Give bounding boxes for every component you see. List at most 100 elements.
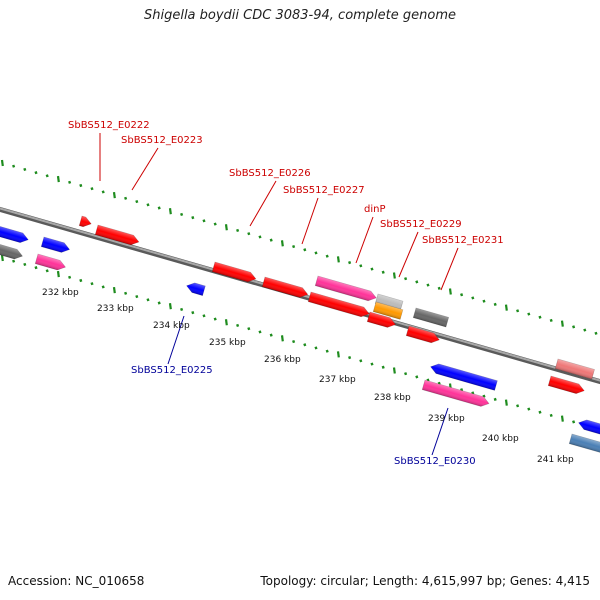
outer-tick-mark	[426, 283, 430, 287]
inner-tick-mark	[236, 323, 240, 328]
outer-tick-mark	[348, 261, 352, 265]
kbp-label: 236 kbp	[264, 355, 301, 365]
gene-label[interactable]: SbBS512_E0226	[229, 168, 311, 179]
outer-tick-track	[0, 159, 598, 335]
gene-arrow[interactable]	[78, 215, 92, 229]
outer-tick-mark	[572, 325, 576, 329]
outer-tick-mark	[45, 174, 49, 178]
label-leader	[398, 231, 419, 278]
gene-arrow[interactable]	[0, 224, 30, 245]
inner-tick-mark	[191, 311, 195, 315]
inner-tick-mark	[560, 415, 564, 422]
kbp-label: 241 kbp	[537, 455, 574, 465]
kbp-label: 233 kbp	[97, 304, 134, 314]
inner-tick-mark	[23, 262, 27, 267]
gene-arrow[interactable]	[554, 358, 595, 380]
inner-tick-mark	[359, 359, 363, 363]
outer-tick-mark	[258, 235, 262, 239]
outer-tick-mark	[314, 251, 318, 255]
inner-tick-mark	[549, 413, 553, 418]
gene-arrow[interactable]	[185, 281, 206, 296]
kbp-label: 237 kbp	[319, 375, 356, 385]
inner-tick-mark	[146, 298, 150, 302]
inner-tick-mark	[460, 388, 464, 392]
inner-tick-mark	[224, 319, 228, 326]
gene-arrow[interactable]	[421, 379, 490, 408]
outer-tick-mark	[168, 208, 172, 215]
inner-tick-mark	[336, 351, 340, 358]
gene-arrow[interactable]	[34, 253, 67, 272]
genome-summary: Topology: circular; Length: 4,615,997 bp…	[260, 574, 590, 588]
gene-arrow[interactable]	[568, 433, 600, 455]
outer-tick-mark	[280, 240, 284, 247]
inner-tick-track	[0, 254, 598, 430]
outer-tick-mark	[112, 191, 116, 199]
gene-arrow[interactable]	[366, 311, 397, 329]
gene-arrow[interactable]	[94, 224, 140, 247]
gene-arrow[interactable]	[547, 375, 585, 396]
outer-tick-mark	[437, 286, 441, 290]
inner-tick-mark	[504, 399, 508, 406]
outer-tick-mark	[180, 212, 184, 216]
gene-label[interactable]: SbBS512_E0222	[68, 120, 150, 131]
outer-tick-mark	[504, 304, 508, 311]
inner-tick-mark	[292, 339, 296, 344]
kbp-label: 234 kbp	[153, 321, 190, 331]
gene-features	[0, 215, 600, 455]
outer-tick-mark	[224, 224, 228, 231]
inner-tick-mark	[34, 266, 38, 270]
outer-tick-mark	[594, 331, 598, 335]
outer-tick-mark	[415, 280, 419, 284]
outer-tick-mark	[34, 171, 38, 175]
inner-tick-mark	[112, 286, 116, 294]
outer-tick-mark	[90, 187, 94, 191]
gene-arrow[interactable]	[429, 362, 498, 391]
inner-tick-mark	[269, 333, 273, 337]
outer-tick-mark	[269, 238, 273, 242]
outer-tick-mark	[482, 299, 486, 303]
inner-tick-mark	[12, 259, 16, 263]
outer-tick-mark	[516, 309, 520, 313]
inner-tick-mark	[381, 365, 385, 369]
gene-arrow[interactable]	[405, 325, 440, 345]
gene-label[interactable]: dinP	[364, 204, 386, 215]
label-leader	[431, 407, 449, 456]
inner-tick-mark	[247, 327, 251, 331]
outer-tick-mark	[370, 267, 374, 271]
gene-arrow[interactable]	[577, 418, 600, 437]
accession-label: Accession: NC_010658	[8, 574, 145, 588]
gene-label[interactable]: SbBS512_E0227	[283, 185, 365, 196]
gene-label[interactable]: SbBS512_E0229	[380, 219, 462, 230]
gene-label[interactable]: SbBS512_E0225	[131, 365, 213, 376]
inner-tick-mark	[527, 407, 531, 411]
outer-tick-mark	[325, 254, 329, 258]
inner-tick-mark	[157, 301, 161, 305]
inner-tick-mark	[314, 346, 318, 350]
inner-tick-mark	[516, 404, 520, 408]
gene-label[interactable]: SbBS512_E0223	[121, 135, 203, 146]
kbp-scale-labels: 232 kbp 233 kbp 234 kbp 235 kbp 236 kbp 237 k…	[42, 288, 574, 465]
gene-arrow[interactable]	[261, 276, 309, 299]
gene-arrow[interactable]	[0, 242, 24, 261]
outer-tick-mark	[493, 302, 497, 306]
outer-tick-mark	[460, 293, 464, 297]
gene-arrow[interactable]	[40, 236, 71, 254]
outer-tick-mark	[381, 270, 385, 274]
outer-tick-mark	[336, 256, 340, 263]
inner-tick-mark	[415, 375, 419, 379]
outer-tick-mark	[101, 190, 105, 194]
outer-tick-mark	[202, 219, 206, 223]
gene-arrow[interactable]	[211, 261, 257, 284]
outer-tick-mark	[583, 328, 587, 332]
gene-arrow[interactable]	[372, 301, 404, 320]
inner-tick-mark	[572, 420, 576, 424]
gene-arrow[interactable]	[314, 275, 377, 303]
gene-arrow[interactable]	[412, 307, 450, 328]
outer-tick-mark	[471, 296, 475, 300]
outer-tick-mark	[124, 196, 128, 200]
outer-tick-mark	[448, 288, 452, 295]
gene-label[interactable]: SbBS512_E0231	[422, 235, 504, 246]
gene-label[interactable]: SbBS512_E0230	[394, 456, 476, 467]
gene-arrow[interactable]	[307, 291, 370, 319]
